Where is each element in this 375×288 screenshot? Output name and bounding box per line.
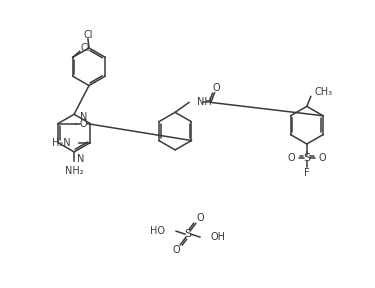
Text: Cl: Cl xyxy=(83,30,93,40)
Text: O: O xyxy=(80,119,87,129)
Text: OH: OH xyxy=(211,232,226,242)
Text: S: S xyxy=(184,229,192,239)
Text: Cl: Cl xyxy=(81,43,90,54)
Text: N: N xyxy=(77,154,84,164)
Text: O: O xyxy=(213,83,220,92)
Text: NH₂: NH₂ xyxy=(65,166,83,176)
Text: N: N xyxy=(80,112,87,122)
Text: F: F xyxy=(304,168,310,178)
Text: HO: HO xyxy=(150,226,165,236)
Text: O: O xyxy=(287,153,295,163)
Text: CH₃: CH₃ xyxy=(315,86,333,96)
Text: H₂N: H₂N xyxy=(52,137,70,147)
Text: NH: NH xyxy=(197,97,211,107)
Text: O: O xyxy=(196,213,204,223)
Text: O: O xyxy=(319,153,327,163)
Text: O: O xyxy=(172,245,180,255)
Text: S: S xyxy=(303,153,310,163)
